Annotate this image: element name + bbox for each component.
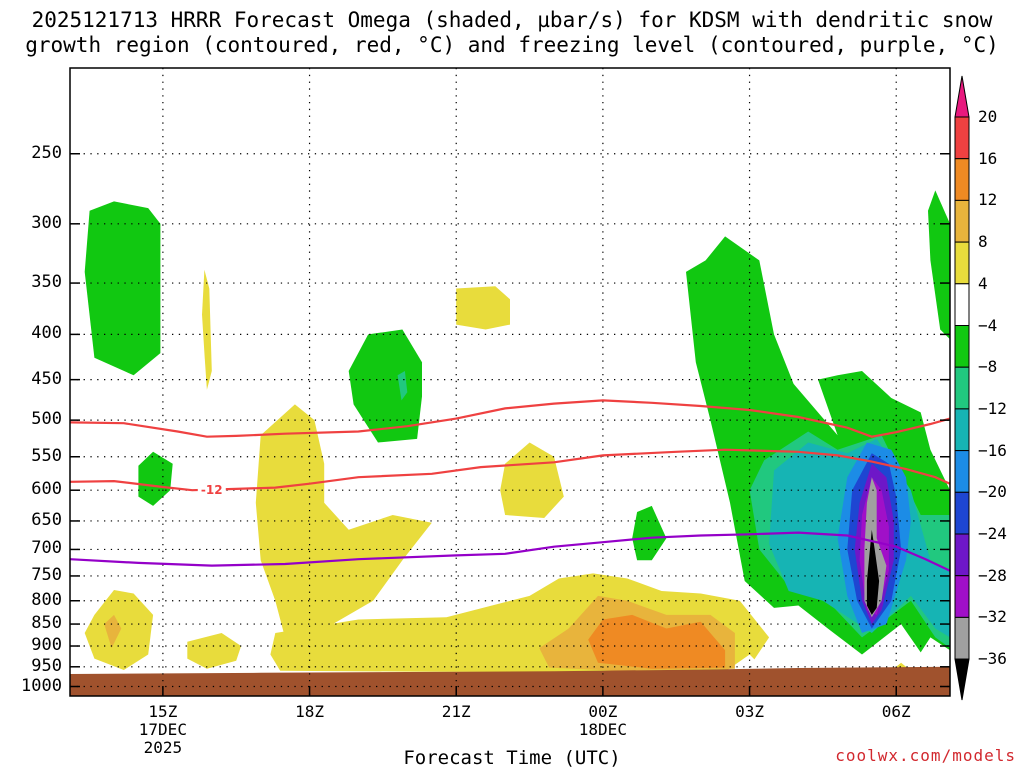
contour-label-bg bbox=[197, 482, 226, 497]
chart-title-line-1: 2025121713 HRRR Forecast Omega (shaded, … bbox=[31, 8, 993, 32]
chart-title-line-2: growth region (contoured, red, °C) and f… bbox=[25, 33, 999, 57]
colorbar-swatch-3 bbox=[954, 199, 970, 243]
xtick-label-6: 21Z bbox=[441, 702, 471, 721]
omega-region-25 bbox=[866, 529, 880, 615]
xtick-label-15: 06Z bbox=[881, 702, 911, 721]
omega-region-4 bbox=[397, 371, 408, 401]
colorbar-swatch-12 bbox=[954, 575, 970, 618]
ytick-label-800: 800 bbox=[31, 589, 62, 610]
colorbar-label-5: −4 bbox=[978, 315, 998, 335]
ground-layer bbox=[70, 666, 950, 696]
xtick-date-0: 17DEC bbox=[138, 720, 187, 739]
contour-freezing-level bbox=[69, 531, 951, 572]
omega-region-9 bbox=[104, 614, 122, 649]
xtick-date-9: 18DEC bbox=[578, 720, 627, 739]
xtick-label-0: 15Z bbox=[148, 702, 178, 721]
omega-region-1 bbox=[138, 451, 173, 506]
ytick-label-700: 700 bbox=[31, 538, 62, 559]
colorbar-label-4: 4 bbox=[978, 273, 988, 293]
ytick-label-500: 500 bbox=[31, 409, 62, 430]
colorbar-bottom-arrow bbox=[954, 658, 970, 701]
xtick-year-0: 2025 bbox=[143, 738, 183, 757]
grid-lines bbox=[70, 68, 950, 696]
omega-region-2 bbox=[202, 269, 212, 390]
contour-dendritic-upper bbox=[69, 399, 951, 438]
omega-region-0 bbox=[84, 201, 161, 376]
plot-frame bbox=[69, 67, 951, 697]
colorbar-swatch-11 bbox=[954, 533, 970, 577]
colorbar-label-9: −20 bbox=[978, 482, 1007, 502]
omega-region-10 bbox=[187, 633, 242, 669]
ytick-label-750: 750 bbox=[31, 564, 62, 585]
colorbar-swatch-1 bbox=[954, 116, 970, 160]
ytick-label-900: 900 bbox=[31, 635, 62, 656]
ytick-label-650: 650 bbox=[31, 509, 62, 530]
ytick-label-950: 950 bbox=[31, 655, 62, 676]
ytick-label-350: 350 bbox=[31, 272, 62, 293]
colorbar-label-7: −12 bbox=[978, 398, 1007, 418]
credit-text: coolwx.com/models bbox=[835, 746, 1016, 765]
omega-region-13 bbox=[588, 614, 726, 669]
omega-region-7 bbox=[500, 442, 564, 518]
axis-ticks bbox=[70, 153, 950, 696]
colorbar-swatch-5 bbox=[954, 283, 970, 326]
ytick-label-600: 600 bbox=[31, 479, 62, 500]
colorbar-top-arrow bbox=[954, 75, 970, 118]
colorbar-label-11: −28 bbox=[978, 565, 1007, 585]
ground-fill bbox=[70, 666, 950, 696]
colorbar-swatch-13 bbox=[954, 616, 970, 660]
ytick-label-250: 250 bbox=[31, 142, 62, 163]
omega-region-3 bbox=[348, 329, 422, 443]
xtick-label-9: 00Z bbox=[588, 702, 618, 721]
colorbar-swatch-10 bbox=[954, 491, 970, 535]
colorbar-label-8: −16 bbox=[978, 440, 1007, 460]
ytick-label-300: 300 bbox=[31, 212, 62, 233]
xtick-label-3: 18Z bbox=[295, 702, 324, 721]
omega-region-16 bbox=[632, 505, 667, 561]
omega-shaded-regions bbox=[84, 190, 950, 674]
omega-region-5 bbox=[456, 286, 510, 330]
x-axis-title: Forecast Time (UTC) bbox=[403, 747, 621, 769]
colorbar-swatch-2 bbox=[954, 158, 970, 201]
colorbar-label-0: 20 bbox=[978, 107, 998, 126]
colorbar bbox=[954, 75, 970, 701]
colorbar-label-10: −24 bbox=[978, 524, 1007, 543]
colorbar-label-12: −32 bbox=[978, 607, 1007, 627]
colorbar-label-13: −36 bbox=[978, 649, 1007, 669]
contour-label: -12 bbox=[201, 483, 223, 497]
ytick-label-400: 400 bbox=[31, 323, 62, 344]
colorbar-swatch-8 bbox=[954, 408, 970, 452]
ytick-label-1000: 1000 bbox=[21, 675, 62, 696]
contour-lines: -12 bbox=[69, 399, 951, 572]
ytick-label-550: 550 bbox=[31, 445, 62, 466]
ytick-label-850: 850 bbox=[31, 613, 62, 634]
ytick-label-450: 450 bbox=[31, 368, 62, 389]
colorbar-swatch-7 bbox=[954, 366, 970, 410]
colorbar-swatch-9 bbox=[954, 450, 970, 493]
xtick-label-12: 03Z bbox=[735, 702, 764, 721]
colorbar-label-1: 16 bbox=[978, 148, 998, 168]
colorbar-label-3: 8 bbox=[978, 232, 988, 252]
omega-region-6 bbox=[255, 404, 432, 665]
colorbar-swatch-6 bbox=[954, 325, 970, 368]
colorbar-label-6: −8 bbox=[978, 357, 998, 377]
omega-region-17 bbox=[928, 190, 950, 340]
colorbar-label-2: 12 bbox=[978, 190, 998, 210]
colorbar-swatch-4 bbox=[954, 241, 970, 285]
